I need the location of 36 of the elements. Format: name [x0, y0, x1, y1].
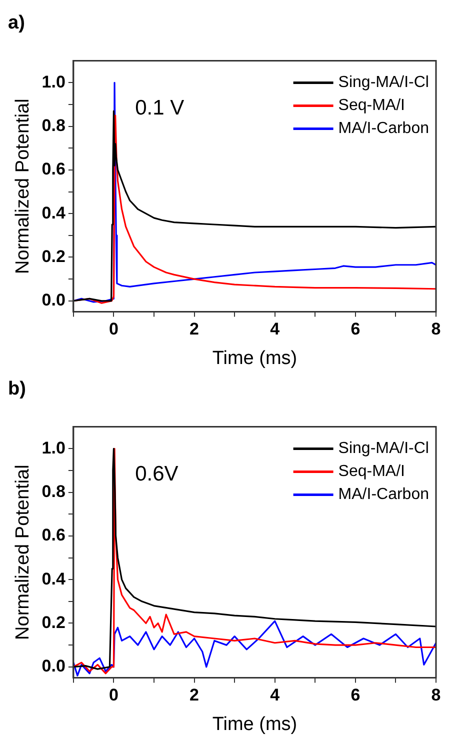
y-tick-label: 0.2: [42, 612, 66, 632]
x-tick-label: 8: [431, 320, 441, 339]
x-tick-label: 4: [270, 686, 280, 705]
x-axis-title: Time (ms): [212, 348, 298, 369]
y-tick-label: 0.6: [42, 526, 66, 545]
y-tick-label: 1.0: [42, 72, 66, 92]
y-tick-label: 0.8: [42, 482, 66, 501]
annotation: 0.1 V: [135, 96, 184, 120]
y-tick-label: 0.2: [42, 246, 66, 266]
chart-title: b): [8, 378, 26, 400]
x-tick-label: 8: [431, 686, 441, 705]
legend-label: MA/I-Carbon: [338, 486, 430, 504]
legend-label: MA/I-Carbon: [338, 120, 430, 138]
y-tick-label: 0.6: [42, 160, 66, 179]
y-tick-label: 1.0: [42, 438, 66, 458]
y-tick-label: 0.8: [42, 116, 66, 135]
legend-label: Sing-MA/I-Cl: [338, 440, 429, 458]
legend-label: Seq-MA/I: [338, 463, 405, 480]
y-tick-label: 0.4: [42, 203, 66, 222]
legend-label: Sing-MA/I-Cl: [338, 74, 429, 92]
y-axis-title: Normalized Potential: [12, 464, 34, 640]
legend-label: Seq-MA/I: [338, 97, 405, 114]
y-tick-label: 0.4: [42, 569, 66, 588]
y-axis-title: Normalized Potential: [12, 98, 34, 274]
x-tick-label: 4: [270, 320, 280, 339]
x-axis-title: Time (ms): [212, 714, 298, 735]
x-tick-label: 2: [190, 686, 200, 705]
x-tick-label: 0: [108, 686, 118, 705]
x-tick-label: 2: [190, 320, 200, 339]
chart-title: a): [8, 12, 25, 34]
x-tick-label: 6: [350, 686, 360, 705]
y-tick-label: 0.0: [42, 290, 66, 310]
y-tick-label: 0.0: [42, 656, 66, 676]
annotation: 0.6V: [135, 462, 178, 486]
x-tick-label: 0: [108, 320, 118, 339]
x-tick-label: 6: [350, 320, 360, 339]
